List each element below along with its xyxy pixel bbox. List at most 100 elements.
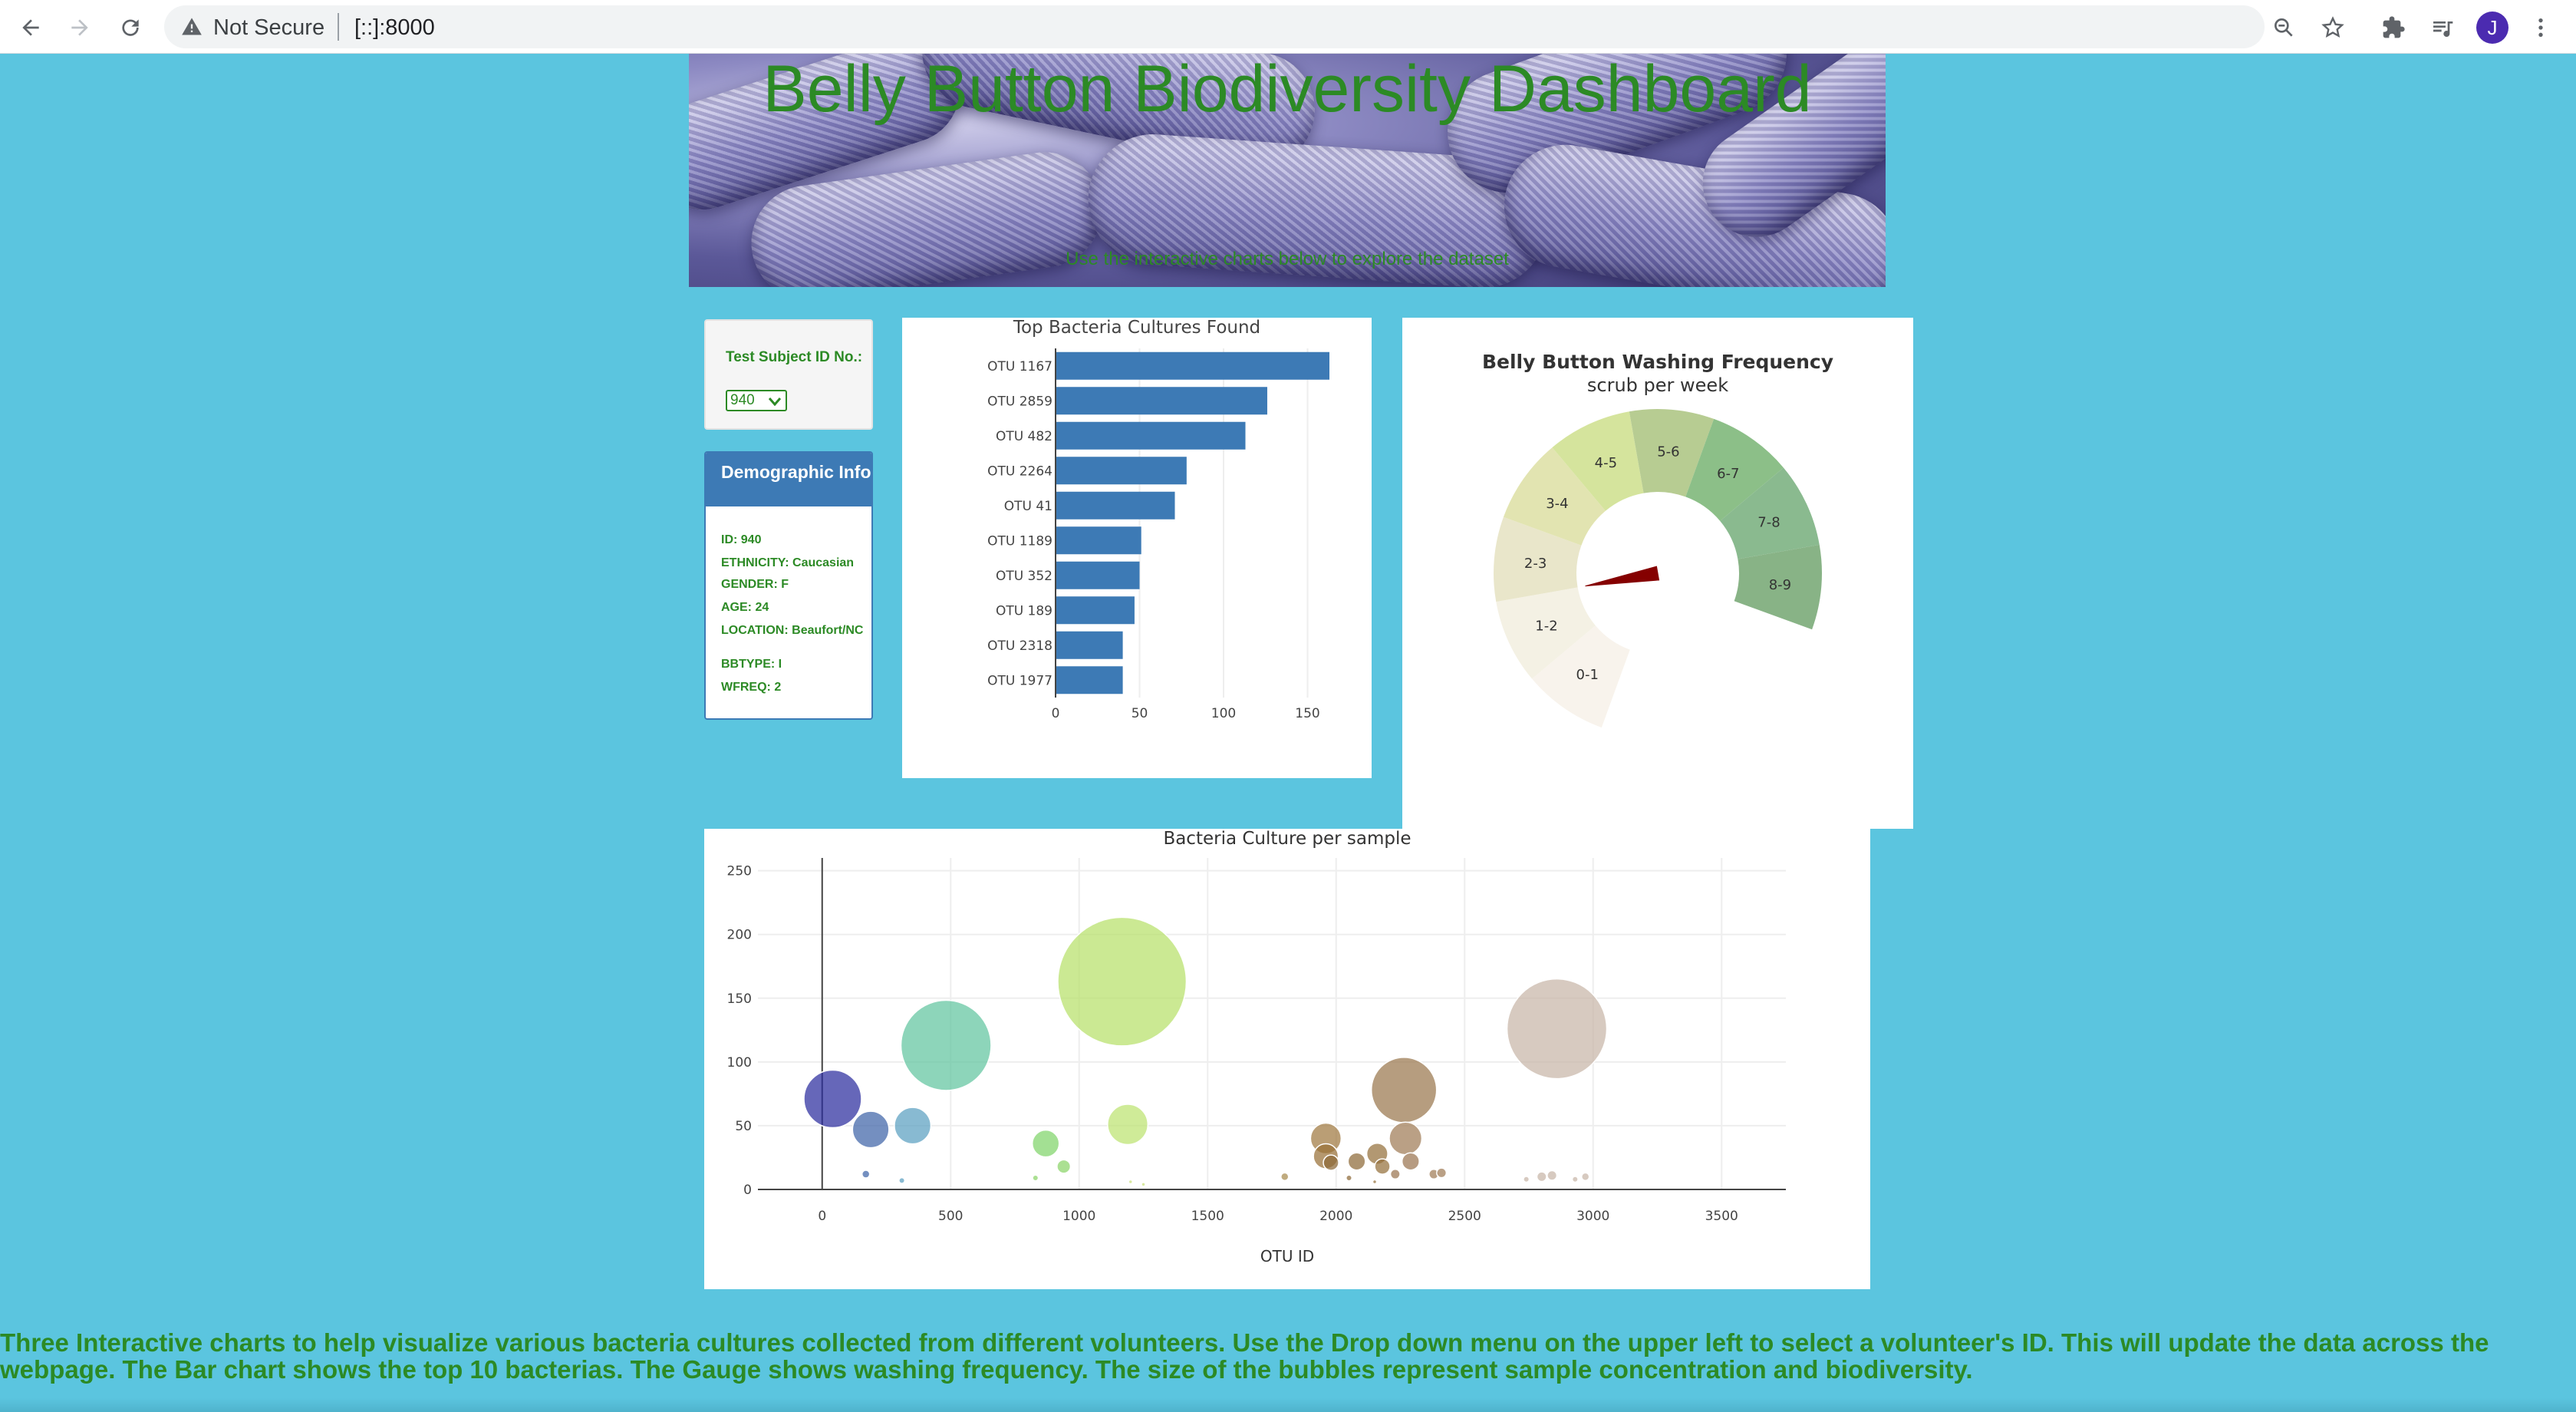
bubble-point [1374,1158,1391,1175]
more-vert-icon [2538,18,2543,37]
bubble-point [1580,1172,1590,1182]
reload-icon [122,19,139,36]
back-button[interactable] [14,11,48,45]
gauge-segment-5-6 [1629,409,1715,497]
star-icon [2321,16,2344,38]
media-button[interactable] [2426,11,2459,45]
reload-button[interactable] [114,11,147,45]
bubble-point [1388,1121,1423,1156]
gauge-segment-label: 7-8 [1757,514,1780,530]
security-label[interactable]: Not Secure [213,15,325,40]
bubble-point [1523,1176,1530,1183]
bar-category-label: OTU 352 [996,569,1052,584]
subject-id-dropdown[interactable]: 940 [726,390,787,411]
bubble-x-tick-label: 3000 [1576,1209,1609,1224]
bubble-point [1057,916,1188,1047]
bar-category-label: OTU 189 [996,603,1052,619]
bar-category-label: OTU 2264 [987,464,1052,479]
bubble-point [1401,1152,1420,1171]
address-bar[interactable]: Not Secure [::]:8000 [164,5,2265,48]
chevron-down-icon [769,398,781,406]
bubble-chart-title: Bacteria Culture per sample [1163,829,1411,849]
bubble-x-tick-label: 0 [818,1209,826,1224]
demographic-title: Demographic Info [706,453,871,506]
forward-arrow-icon [71,19,88,36]
demographic-location: LOCATION: Beaufort/NC [721,624,864,637]
gauge-segment-2-3 [1494,516,1582,602]
extensions-button[interactable] [2377,11,2410,45]
subject-selector-label: Test Subject ID No.: [726,349,863,365]
gauge-title: Belly Button Washing Frequency [1482,351,1833,373]
bar-category-label: OTU 41 [1004,499,1052,514]
subject-selector-panel: Test Subject ID No.: 940 [704,319,873,430]
gauge-segment-label: 4-5 [1595,455,1617,471]
bar-otu-482 [1056,421,1246,450]
bar-category-label: OTU 1977 [987,673,1052,688]
demographic-ethnicity: ETHNICITY: Caucasian [721,556,855,569]
bubble-point [1032,1174,1039,1182]
bubble-x-tick-label: 1000 [1062,1209,1095,1224]
gauge-segment-7-8 [1720,467,1820,559]
bubble-point [900,999,992,1091]
bubble-chart-card: Bacteria Culture per sample 0 500 1000 1500 2… [704,829,1870,1289]
bubble-x-tick-label: 2000 [1319,1209,1352,1224]
playlist-icon [2433,21,2453,38]
bubble-point [1436,1167,1448,1179]
bubble-x-tick-label: 500 [938,1209,963,1224]
zoom-button[interactable] [2267,11,2301,45]
bubble-point [861,1170,871,1179]
header-banner: Belly Button Biodiversity Dashboard Use … [689,54,1886,287]
gauge-segment-label: 0-1 [1576,667,1599,683]
gauge-segment-label: 2-3 [1524,556,1547,572]
bar-otu-352 [1056,561,1140,589]
forward-button[interactable] [63,11,97,45]
bubble-point [1323,1154,1339,1171]
bar-otu-189 [1056,596,1135,625]
bubble-point [898,1176,906,1184]
menu-button[interactable] [2524,11,2558,45]
bubble-point [1571,1176,1579,1183]
bubble-point [1128,1179,1133,1185]
bubble-point [1389,1169,1401,1180]
warning-icon [182,18,202,35]
subject-id-value: 940 [730,392,755,408]
demographic-age: AGE: 24 [721,601,769,614]
gauge-segment-label: 8-9 [1769,577,1791,593]
bubble-point [803,1069,862,1129]
bar-category-label: OTU 2318 [987,638,1052,654]
bookmark-button[interactable] [2316,11,2350,45]
bar-category-label: OTU 1167 [987,359,1052,374]
zoom-icon [2275,18,2293,37]
bubble-y-tick-label: 250 [727,864,752,879]
bar-category-label: OTU 2859 [987,394,1052,409]
bubble-y-tick-label: 50 [735,1119,752,1134]
bubble-y-tick-label: 0 [743,1183,752,1198]
gauge-needle [1585,566,1660,587]
bubble-point [1107,1104,1149,1146]
bar-x-tick-label: 100 [1211,706,1236,721]
bubble-point [852,1110,890,1149]
gauge-subtitle: scrub per week [1587,374,1728,396]
bar-otu-2859 [1056,387,1267,415]
demographic-bbtype: BBTYPE: I [721,658,782,671]
bar-chart: Top Bacteria Cultures Found 0 50 100 150 OTU … [987,318,1329,721]
profile-avatar[interactable]: J [2476,12,2508,44]
puzzle-icon [2383,16,2405,38]
bar-x-tick-label: 50 [1132,706,1148,721]
bubble-point [1031,1129,1060,1158]
gauge-segment-label: 1-2 [1535,619,1557,635]
bar-otu-1167 [1056,351,1329,380]
bubble-y-tick-label: 100 [727,1055,752,1071]
bubble-point [1372,1179,1378,1185]
gauge-chart-card: Belly Button Washing Frequency scrub per … [1402,318,1913,829]
demographic-id: ID: 940 [721,533,762,546]
back-arrow-icon [22,19,39,36]
bubble-point [894,1107,932,1145]
bubble-point [1547,1170,1558,1181]
url-text[interactable]: [::]:8000 [354,15,435,40]
description-text: Three Interactive charts to help visuali… [0,1328,2489,1384]
bar-otu-1977 [1056,666,1123,694]
page-subtitle: Use the interactive charts below to expl… [1066,249,1509,269]
demographic-wfreq: WFREQ: 2 [721,681,782,694]
gauge-segment-0-1 [1532,625,1630,728]
